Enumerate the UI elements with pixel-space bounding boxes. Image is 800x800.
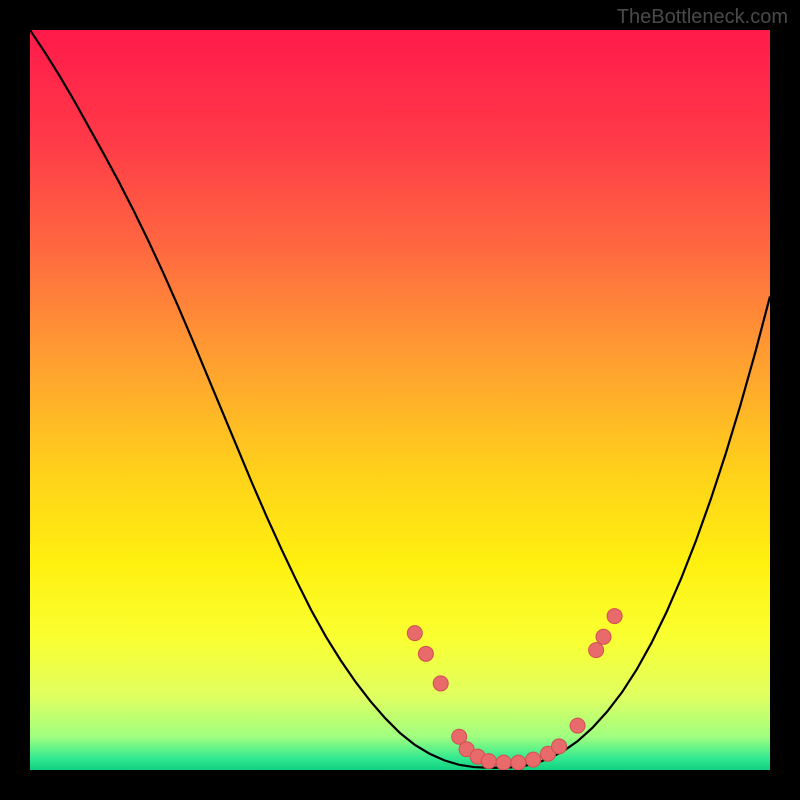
bottleneck-curve [30, 30, 770, 768]
data-marker [570, 718, 585, 733]
watermark-text: TheBottleneck.com [617, 6, 788, 29]
data-marker [407, 626, 422, 641]
plot-area [30, 30, 770, 770]
data-marker [511, 755, 526, 770]
data-marker [496, 755, 511, 770]
data-marker [526, 752, 541, 767]
data-marker [481, 754, 496, 769]
data-marker [607, 609, 622, 624]
data-marker [418, 646, 433, 661]
chart-overlay [30, 30, 770, 770]
data-marker [552, 739, 567, 754]
data-marker [433, 676, 448, 691]
data-marker [589, 643, 604, 658]
data-marker [596, 629, 611, 644]
data-markers [407, 609, 622, 770]
